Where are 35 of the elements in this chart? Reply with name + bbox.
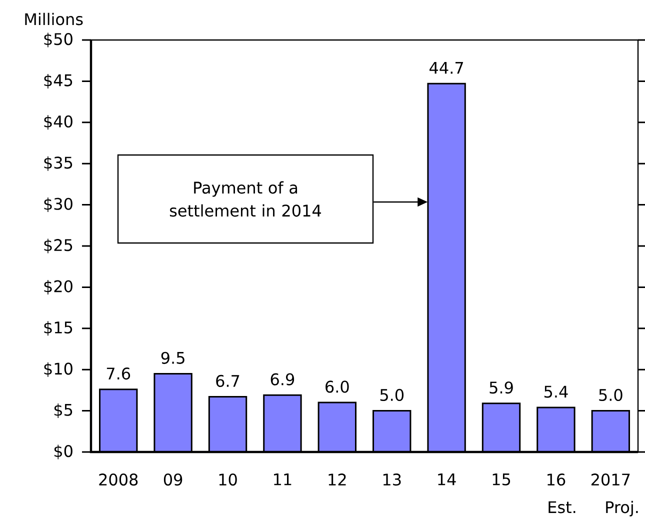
x-tick-label: 10 [219,474,237,486]
data-label: 6.9 [270,373,294,386]
y-tick-label: $45 [44,74,72,88]
x-tick-label: 2008 [99,474,138,486]
data-label: 6.7 [216,374,240,388]
x-tick-label: 09 [164,474,182,486]
text: Est. [548,501,576,514]
x-tick-label: 16 [548,474,566,486]
y-tick-label: $25 [44,238,72,254]
data-label: 9.5 [161,352,184,364]
y-tick-label: $30 [44,198,72,212]
y-axis-title: Millions [25,12,83,26]
y-tick-label: $0 [54,444,72,460]
data-label: 7.6 [106,368,130,380]
y-tick-label: $5 [54,404,72,418]
data-label: 5.0 [599,388,622,402]
y-tick-label: $15 [44,321,72,336]
text: Proj. [606,500,638,516]
y-tick-label: $20 [44,280,72,294]
x-tick-label: 13 [383,474,401,486]
data-label: 5.0 [380,388,404,402]
y-tick-label: $40 [44,115,72,130]
data-label: 44.7 [430,62,463,74]
data-label: 5.9 [490,382,513,394]
y-tick-label: $10 [44,362,72,377]
data-label: 6.0 [326,380,349,393]
y-tick-label: $35 [44,156,72,171]
data-label: 5.4 [544,386,568,398]
annotation: Payment of a settlement in 2014 [170,181,321,217]
x-tick-label: 12 [328,474,346,486]
x-tick-label: 11 [274,474,292,486]
x-tick-label: 15 [492,474,510,486]
x-tick-label: 14 [438,474,456,486]
y-tick-label: $50 [44,32,72,48]
x-tick-label: 2017 [591,474,630,486]
